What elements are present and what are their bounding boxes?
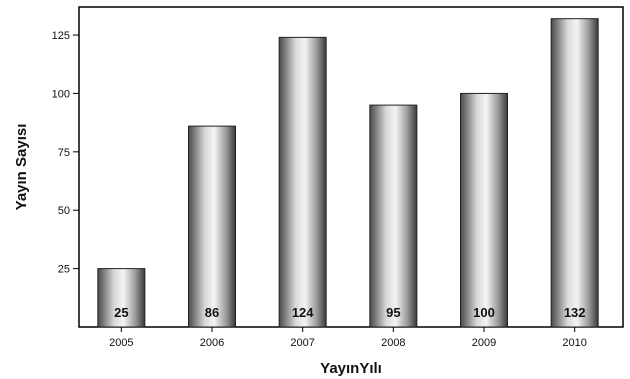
bar-value-label: 132 <box>564 305 586 320</box>
bar-value-label: 95 <box>386 305 400 320</box>
bar <box>188 125 236 328</box>
x-axis: 2005 2006 2007 2008 2009 2010 <box>109 327 587 349</box>
bar-value-label: 86 <box>205 305 219 320</box>
bar-value-label: 100 <box>473 305 495 320</box>
bar <box>550 18 599 328</box>
y-axis: 25 50 75 100 125 <box>52 30 79 276</box>
x-tick-label: 2009 <box>472 337 496 349</box>
y-axis-title: Yayın Sayısı <box>13 124 30 211</box>
y-tick-label: 100 <box>52 88 70 100</box>
bar <box>369 104 418 328</box>
bar-value-label: 25 <box>114 305 128 320</box>
y-tick-label: 75 <box>58 147 70 159</box>
x-tick-label: 2007 <box>290 337 314 349</box>
bar <box>278 36 327 328</box>
y-tick-label: 50 <box>58 205 70 217</box>
x-tick-label: 2010 <box>562 337 586 349</box>
bar <box>460 92 508 328</box>
x-tick-label: 2008 <box>381 337 405 349</box>
bar <box>97 268 146 328</box>
plot-frame <box>78 6 624 328</box>
bars: 25 86 124 95 100 132 <box>97 18 599 328</box>
x-tick-label: 2005 <box>109 337 133 349</box>
x-axis-title: YayınYılı <box>320 360 382 377</box>
y-tick-label: 125 <box>52 30 70 42</box>
bar-value-label: 124 <box>292 305 314 320</box>
x-tick-label: 2006 <box>200 337 224 349</box>
y-tick-label: 25 <box>58 264 70 276</box>
